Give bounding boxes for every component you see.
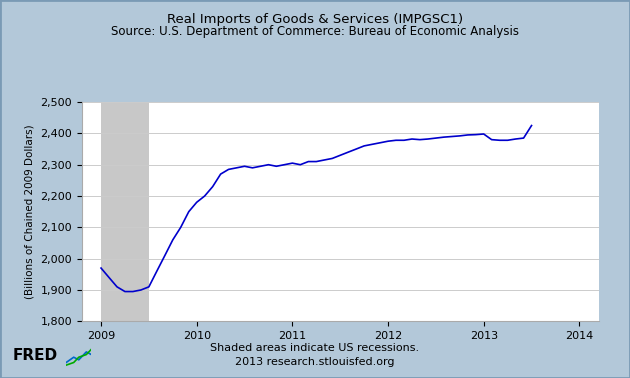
Text: Shaded areas indicate US recessions.: Shaded areas indicate US recessions. <box>210 344 420 353</box>
Text: 2013 research.stlouisfed.org: 2013 research.stlouisfed.org <box>235 357 395 367</box>
Bar <box>101 102 149 321</box>
Text: FRED: FRED <box>13 348 58 363</box>
Text: Source: U.S. Department of Commerce: Bureau of Economic Analysis: Source: U.S. Department of Commerce: Bur… <box>111 25 519 37</box>
Text: Real Imports of Goods & Services (IMPGSC1): Real Imports of Goods & Services (IMPGSC… <box>167 13 463 26</box>
Y-axis label: (Billions of Chained 2009 Dollars): (Billions of Chained 2009 Dollars) <box>25 124 35 299</box>
